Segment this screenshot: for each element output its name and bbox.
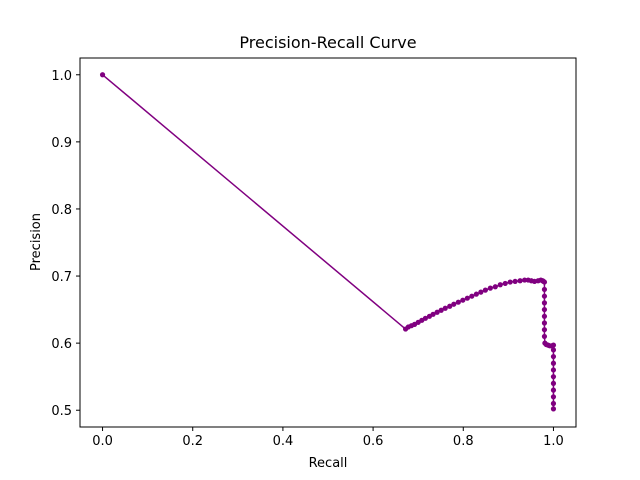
pr-curve-point — [541, 286, 548, 293]
x-axis-ticks: 0.0 0.2 0.4 0.6 0.8 1.0 — [92, 427, 564, 449]
pr-curve-point — [482, 287, 488, 293]
pr-curve-point — [469, 293, 475, 299]
pr-curve-point — [550, 406, 557, 412]
pr-curve-point — [438, 307, 444, 313]
y-tick-label: 0.9 — [51, 136, 72, 151]
pr-curve-point — [541, 333, 548, 340]
pr-curve-point — [550, 374, 557, 380]
pr-curve-point — [487, 285, 493, 291]
pr-curve-point — [541, 327, 548, 333]
pr-curve-point — [517, 278, 523, 284]
pr-curve-point — [541, 300, 548, 306]
y-tick-label: 0.5 — [51, 404, 72, 419]
pr-curve-point — [541, 279, 548, 285]
pr-curve-point — [473, 291, 479, 297]
pr-curve-point — [550, 360, 557, 366]
x-tick-label: 0.8 — [453, 434, 474, 449]
x-tick-label: 0.0 — [92, 434, 113, 449]
pr-curve-point — [550, 353, 557, 360]
pr-curve-point — [507, 279, 513, 285]
y-tick-label: 0.7 — [51, 270, 72, 285]
pr-curve-point — [464, 295, 470, 301]
y-tick-label: 0.6 — [51, 337, 72, 352]
pr-curve-point — [497, 282, 503, 288]
pr-curve-point — [422, 315, 428, 321]
y-tick-label: 1.0 — [51, 69, 72, 84]
pr-curve-point — [451, 301, 457, 307]
pr-curve-point — [502, 280, 508, 287]
pr-curve-point — [550, 380, 557, 386]
y-tick-label: 0.8 — [51, 203, 72, 218]
pr-curve-point — [541, 313, 548, 319]
pr-curve-point — [455, 299, 461, 305]
pr-curve-point — [522, 277, 528, 283]
pr-curve-point — [492, 284, 498, 290]
pr-curve-point — [434, 309, 440, 315]
x-tick-label: 0.4 — [273, 434, 294, 449]
x-tick-label: 0.2 — [182, 434, 203, 449]
pr-curve-point — [550, 400, 557, 407]
pr-curve-point — [99, 72, 106, 78]
y-axis-ticks: 0.5 0.6 0.7 0.8 0.9 1.0 — [51, 69, 80, 419]
pr-curve-point — [512, 278, 518, 285]
pr-curve-point — [447, 303, 453, 309]
pr-curve-point — [442, 305, 448, 311]
pr-curve-point — [550, 367, 557, 373]
pr-curve-point — [550, 347, 557, 353]
pr-curve-point — [478, 289, 484, 295]
pr-curve-point — [550, 387, 557, 393]
pr-curve-point — [460, 297, 466, 303]
series-group — [99, 72, 557, 412]
pr-curve-point — [550, 342, 557, 348]
x-axis-label: Recall — [309, 456, 348, 471]
x-tick-label: 0.6 — [363, 434, 384, 449]
axes-frame — [79, 57, 577, 428]
chart-title: Precision-Recall Curve — [239, 33, 416, 52]
pr-curve-point — [541, 293, 548, 299]
pr-curve-point — [430, 311, 436, 317]
y-axis-label: Precision — [29, 213, 44, 271]
pr-curve-point — [550, 394, 557, 400]
x-tick-label: 1.0 — [543, 434, 564, 449]
pr-curve-point — [541, 320, 548, 326]
pr-curve-point — [541, 306, 548, 313]
